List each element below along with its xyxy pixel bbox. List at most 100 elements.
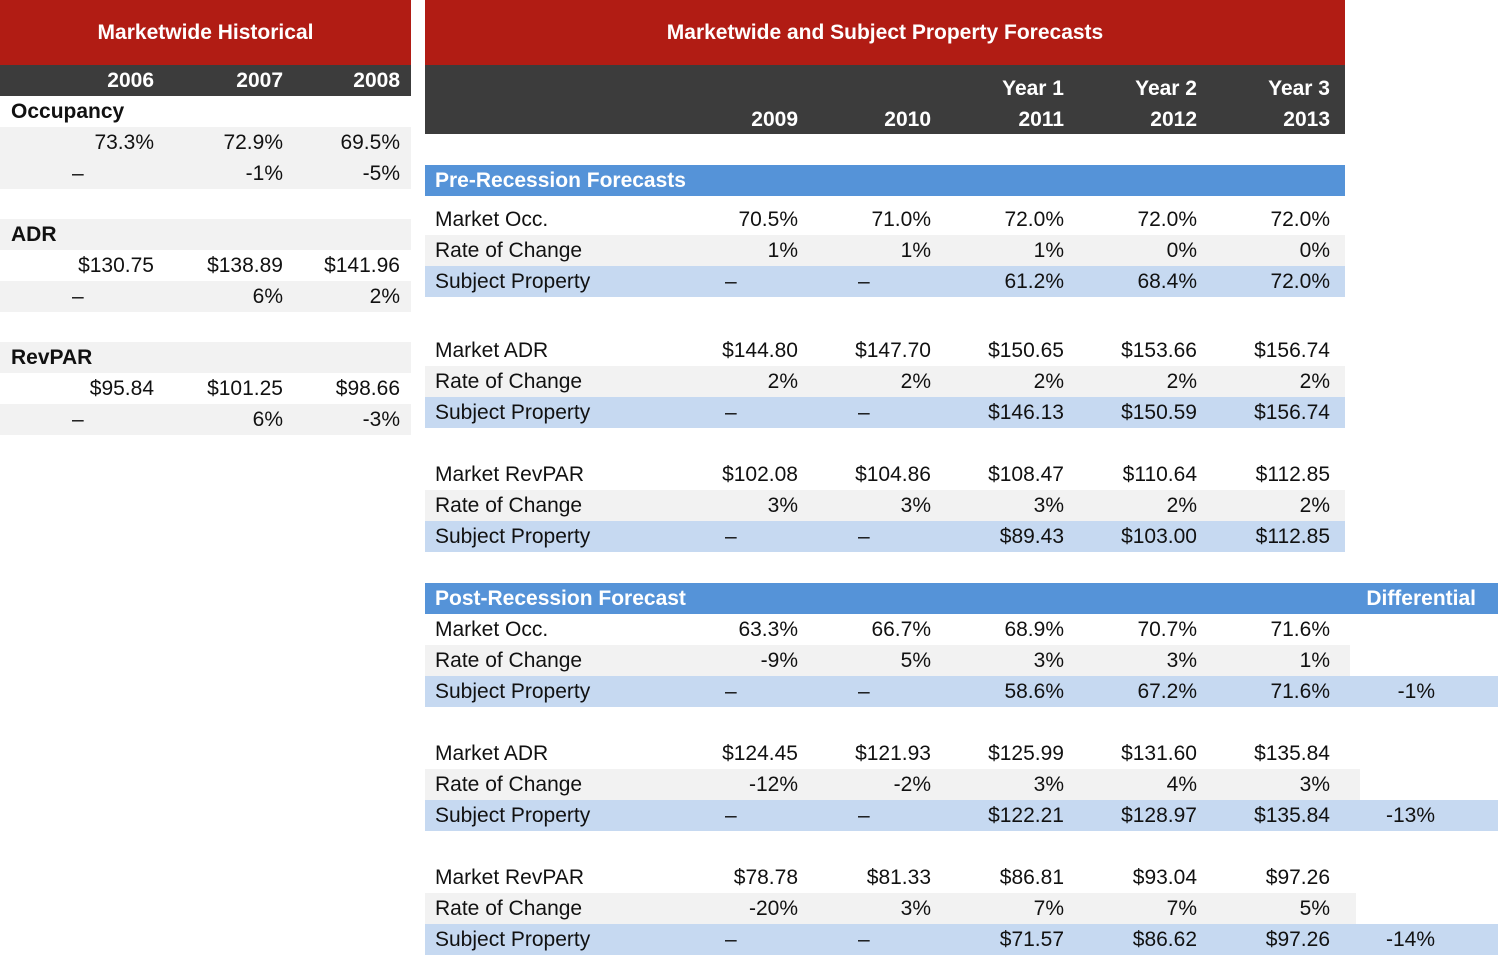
value-cell: $97.26 (1265, 866, 1330, 889)
change-cell: – (72, 285, 84, 308)
value-cell: – (858, 804, 870, 827)
year-2006: 2006 (107, 69, 154, 92)
value-cell: $86.62 (1132, 928, 1197, 951)
header-year3: Year 3 (1268, 77, 1330, 100)
year-2007: 2007 (236, 69, 283, 92)
value-cell: 61.2% (1004, 270, 1064, 293)
post-row-rate-of-change: Rate of Change -9% 5% 3% 3% 1% (425, 645, 1350, 676)
value-cell: 71.6% (1270, 680, 1330, 703)
value-cell: $146.13 (988, 401, 1064, 424)
value-cell: 5% (1299, 897, 1330, 920)
value-cell: 66.7% (871, 618, 931, 641)
value-cell: -20% (748, 897, 798, 920)
pre-row-subject-property: Subject Property – – $146.13 $150.59 $156.74 (425, 397, 1345, 428)
value-cell: $98.66 (335, 377, 400, 400)
forecast-title: Marketwide and Subject Property Forecast… (425, 0, 1345, 65)
value-cell: 70.5% (738, 208, 798, 231)
value-cell: $121.93 (855, 742, 931, 765)
row-label: Market ADR (435, 339, 549, 362)
value-cell: $138.89 (207, 254, 283, 277)
value-cell: 71.0% (871, 208, 931, 231)
value-cell: 3% (767, 494, 798, 517)
historical-occupancy-values: 73.3% 72.9% 69.5% (0, 127, 411, 158)
pre-row-rate-of-change: Rate of Change 2% 2% 2% 2% 2% (425, 366, 1345, 397)
pre-row-market: Market RevPAR $102.08 $104.86 $108.47 $110.6… (425, 459, 1345, 490)
value-cell: $93.04 (1132, 866, 1197, 889)
value-cell: $135.84 (1254, 804, 1330, 827)
row-label: Rate of Change (435, 897, 583, 920)
value-cell: 1% (1299, 649, 1330, 672)
value-cell: $150.59 (1121, 401, 1197, 424)
value-cell: -12% (748, 773, 798, 796)
value-cell: 3% (1299, 773, 1330, 796)
value-cell: $128.97 (1121, 804, 1197, 827)
post-row-subject-property: Subject Property – – $71.57 $86.62 $97.26 -14% (425, 924, 1498, 955)
value-cell: – (725, 525, 737, 548)
change-cell: 2% (369, 285, 400, 308)
value-cell: 3% (900, 897, 931, 920)
value-cell: 68.9% (1004, 618, 1064, 641)
pre-row-market: Market Occ. 70.5% 71.0% 72.0% 72.0% 72.0% (425, 204, 1345, 235)
value-cell: – (858, 401, 870, 424)
value-cell: – (725, 270, 737, 293)
value-cell: $150.65 (988, 339, 1064, 362)
value-cell: 2% (1166, 494, 1197, 517)
forecast-year-header: Year 1 Year 2 Year 3 2009 2010 2011 2012… (425, 65, 1345, 134)
row-label: Subject Property (435, 401, 591, 424)
value-cell: $112.85 (1255, 463, 1330, 486)
post-row-subject-property: Subject Property – – $122.21 $128.97 $135.84 -… (425, 800, 1498, 831)
historical-year-header: 2006 2007 2008 (0, 65, 411, 96)
value-cell: 1% (900, 239, 931, 262)
value-cell: 67.2% (1137, 680, 1197, 703)
value-cell: $144.80 (722, 339, 798, 362)
row-label: Rate of Change (435, 494, 583, 517)
header-2009: 2009 (751, 108, 798, 131)
row-label: Rate of Change (435, 773, 583, 796)
row-label: Market Occ. (435, 208, 549, 231)
value-cell: $89.43 (999, 525, 1064, 548)
value-cell: $102.08 (722, 463, 798, 486)
value-cell: $125.99 (988, 742, 1064, 765)
header-2010: 2010 (884, 108, 931, 131)
change-cell: – (72, 408, 84, 431)
pre-row-rate-of-change: Rate of Change 3% 3% 3% 2% 2% (425, 490, 1345, 521)
pre-row-rate-of-change: Rate of Change 1% 1% 1% 0% 0% (425, 235, 1345, 266)
value-cell: $124.45 (722, 742, 798, 765)
pre-row-subject-property: Subject Property – – $89.43 $103.00 $112.85 (425, 521, 1345, 552)
value-cell: $130.75 (78, 254, 154, 277)
value-cell: $86.81 (999, 866, 1064, 889)
value-cell: $110.64 (1122, 463, 1197, 486)
row-label: Market Occ. (435, 618, 549, 641)
value-cell: $71.57 (999, 928, 1064, 951)
value-cell: $112.85 (1255, 525, 1330, 548)
post-row-rate-of-change: Rate of Change -12% -2% 3% 4% 3% (425, 769, 1360, 800)
row-label: Rate of Change (435, 239, 583, 262)
value-cell: $97.26 (1265, 928, 1330, 951)
post-row-market: Market RevPAR $78.78 $81.33 $86.81 $93.04 $97… (425, 862, 1345, 893)
post-recession-header: Post-Recession Forecast Differential (425, 583, 1498, 614)
post-row-subject-property: Subject Property – – 58.6% 67.2% 71.6% -1% (425, 676, 1498, 707)
value-cell: 7% (1033, 897, 1064, 920)
value-cell: $101.25 (207, 377, 283, 400)
value-cell: $131.60 (1121, 742, 1197, 765)
historical-revpar-values: $95.84 $101.25 $98.66 (0, 373, 411, 404)
value-cell: 2% (1033, 370, 1064, 393)
value-cell: – (858, 928, 870, 951)
historical-adr-label-row: ADR (0, 219, 411, 250)
value-cell: 4% (1166, 773, 1197, 796)
value-cell: 3% (1033, 773, 1064, 796)
value-cell: $103.00 (1121, 525, 1197, 548)
value-cell: 72.9% (223, 131, 283, 154)
occupancy-label: Occupancy (11, 100, 125, 123)
pre-recession-title: Pre-Recession Forecasts (435, 169, 686, 192)
value-cell: 68.4% (1137, 270, 1197, 293)
value-cell: 72.0% (1137, 208, 1197, 231)
value-cell: $95.84 (89, 377, 154, 400)
differential-label: Differential (1366, 587, 1476, 610)
historical-title: Marketwide Historical (0, 0, 411, 65)
value-cell: $153.66 (1121, 339, 1197, 362)
value-cell: 2% (900, 370, 931, 393)
row-label: Market ADR (435, 742, 549, 765)
value-cell: 5% (900, 649, 931, 672)
row-label: Subject Property (435, 270, 591, 293)
